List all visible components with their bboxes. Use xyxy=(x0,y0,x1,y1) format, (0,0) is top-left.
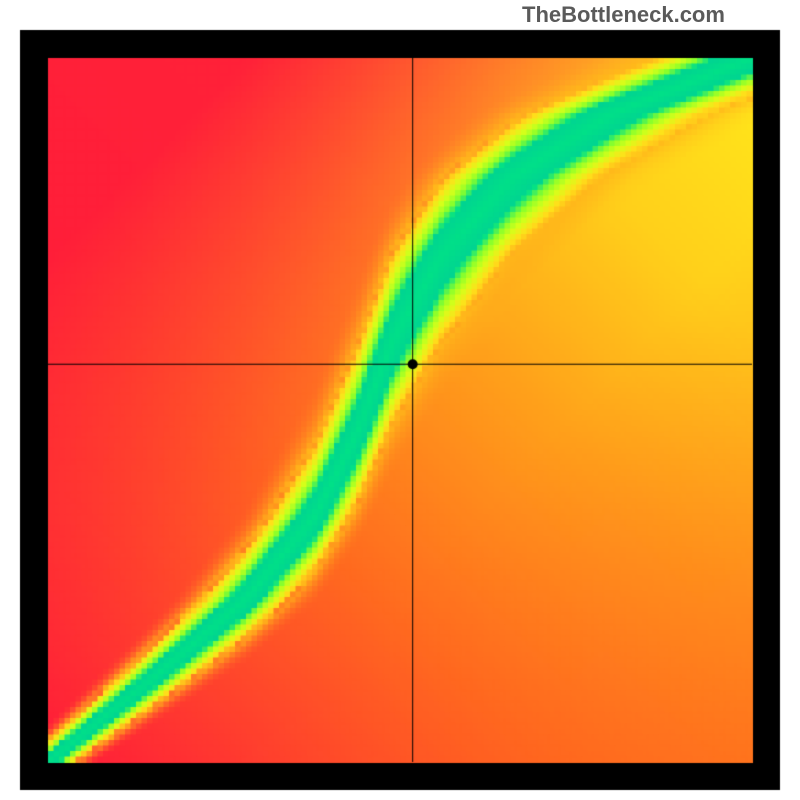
bottleneck-heatmap xyxy=(0,0,800,800)
watermark-text: TheBottleneck.com xyxy=(522,2,725,28)
